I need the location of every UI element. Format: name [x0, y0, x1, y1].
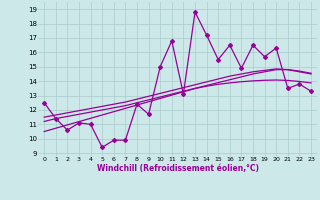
- X-axis label: Windchill (Refroidissement éolien,°C): Windchill (Refroidissement éolien,°C): [97, 164, 259, 173]
